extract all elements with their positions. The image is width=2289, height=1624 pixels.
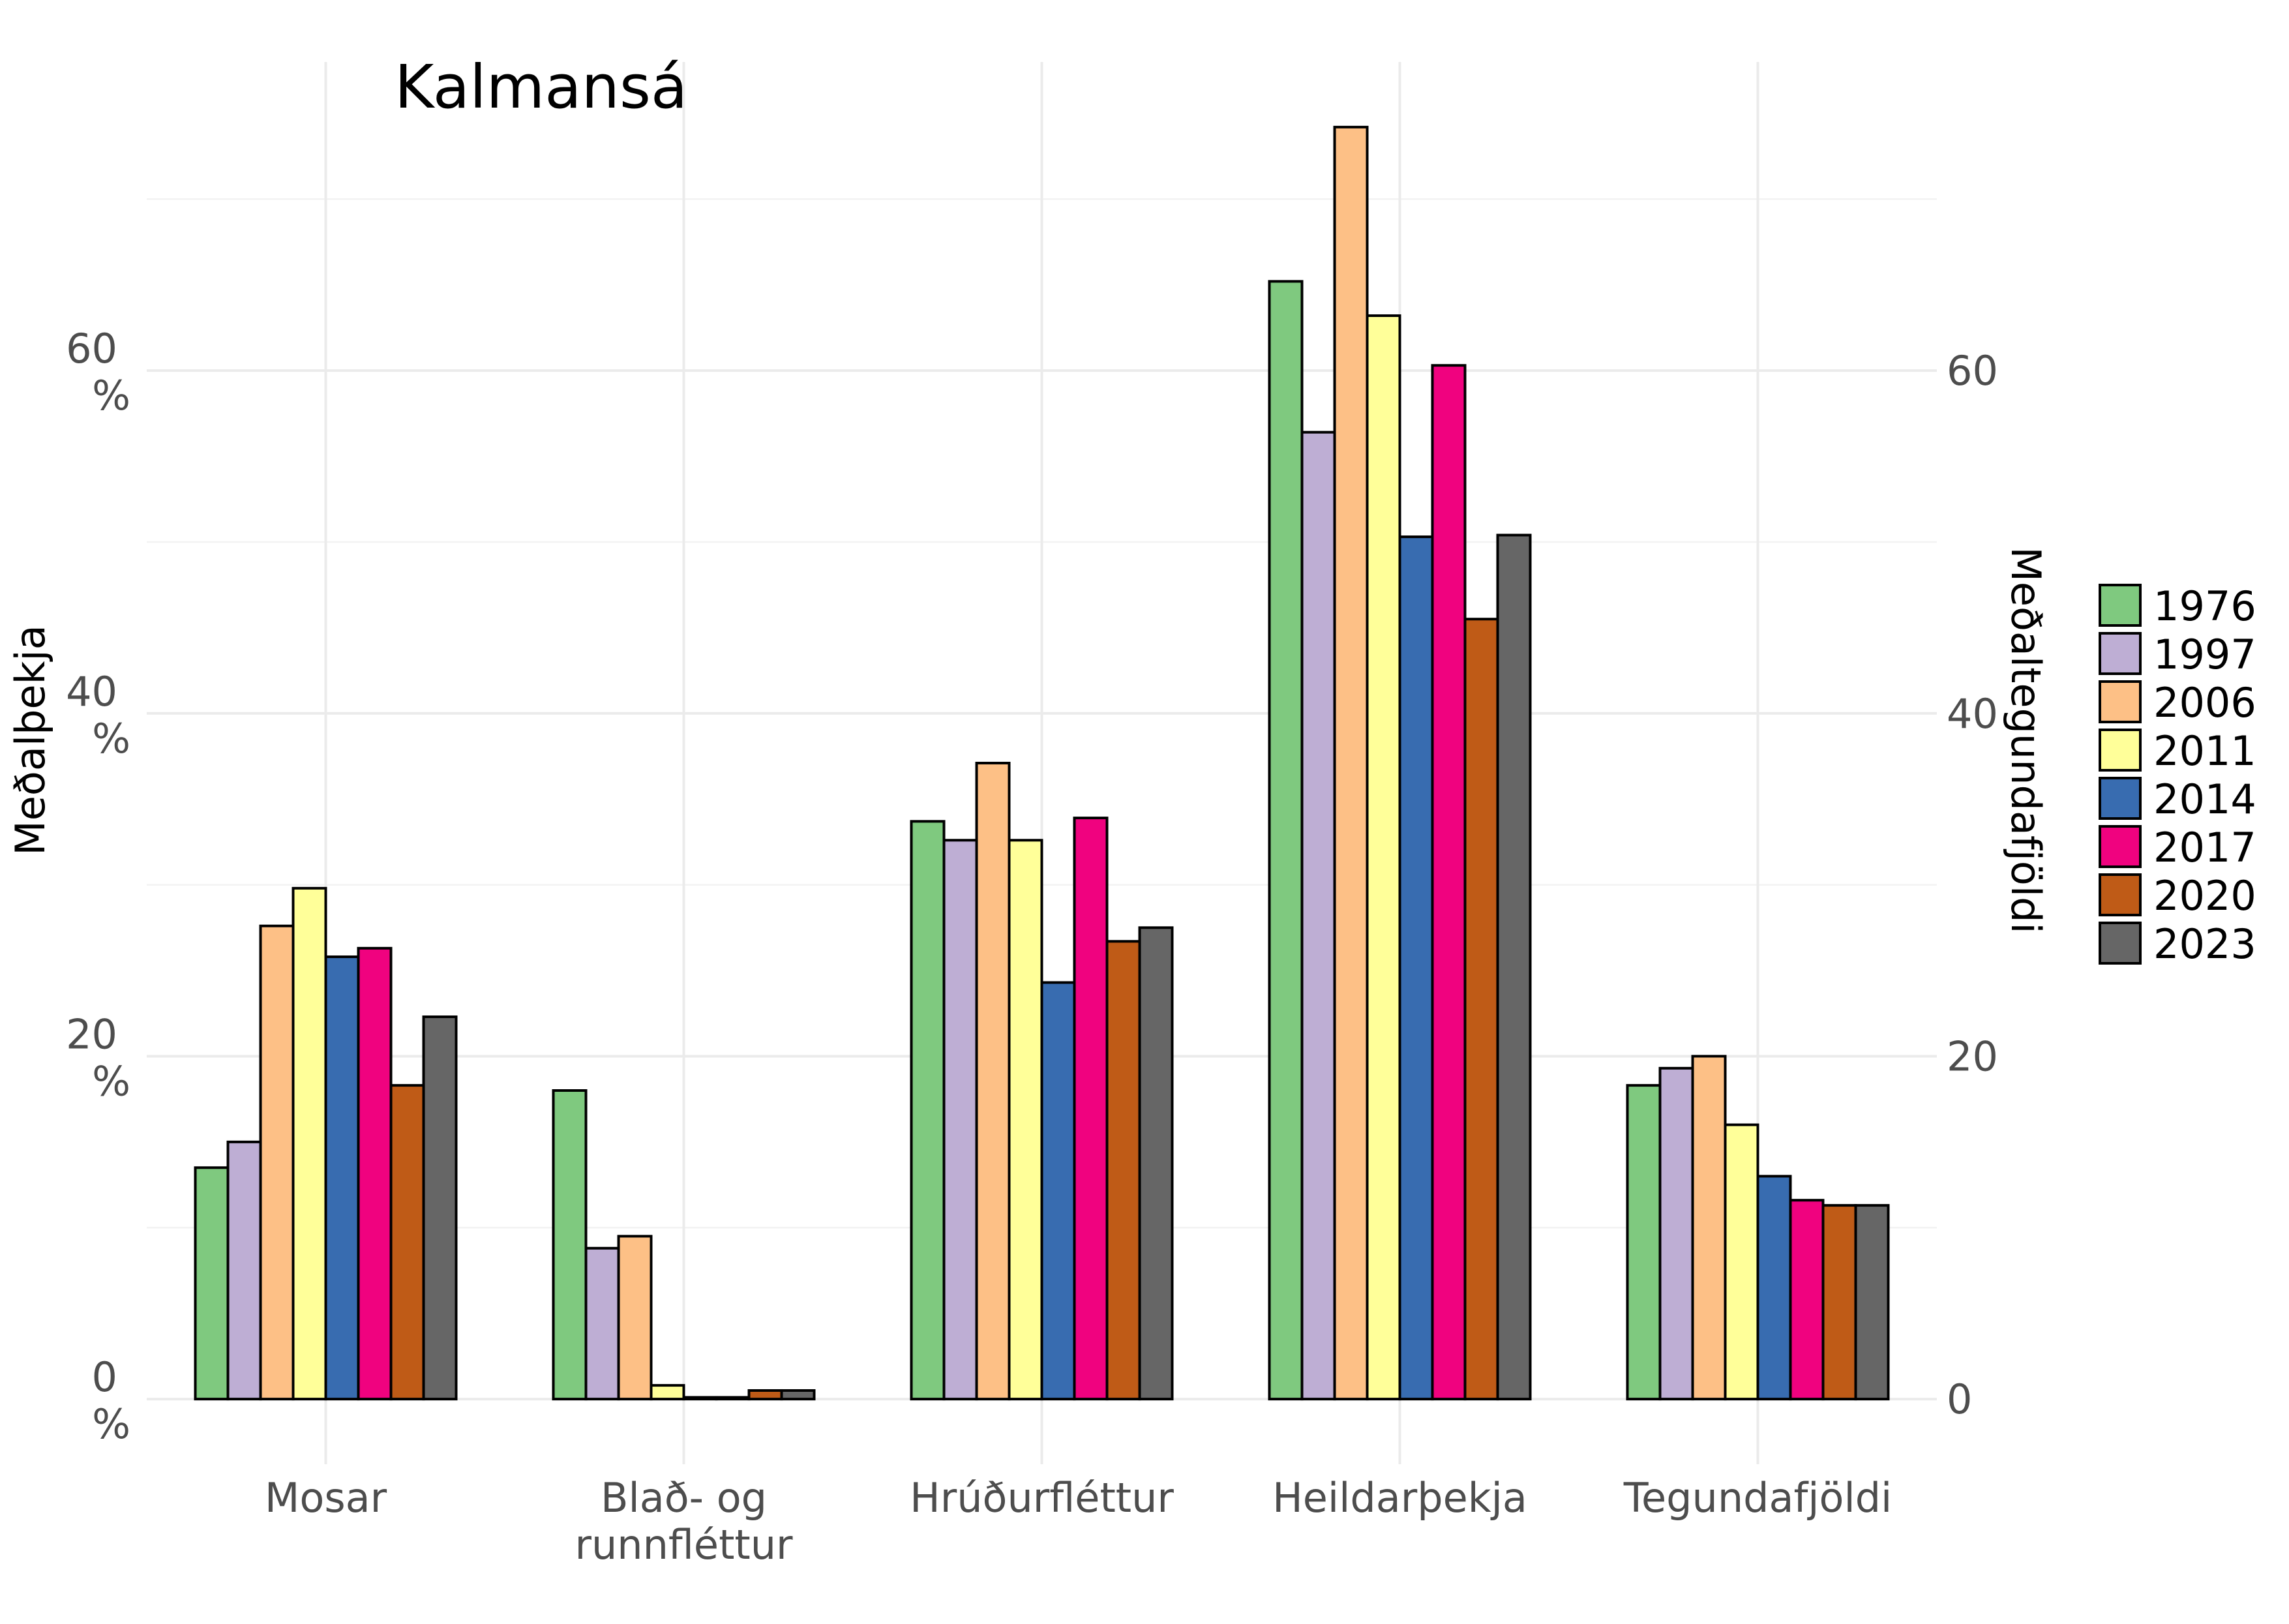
legend-key-2014	[2099, 777, 2142, 820]
bar-2020-1	[747, 1389, 783, 1401]
bar-1976-1	[552, 1089, 588, 1401]
legend-label-2014: 2014	[2153, 775, 2256, 823]
bar-1976-2	[910, 820, 946, 1401]
bar-2011-3	[1366, 314, 1401, 1401]
legend-label-1976: 1976	[2153, 582, 2256, 630]
legend-label-2023: 2023	[2153, 920, 2256, 968]
bar-2017-2	[1073, 817, 1109, 1401]
bar-2011-2	[1008, 839, 1043, 1401]
bar-1997-4	[1658, 1066, 1694, 1401]
bar-2017-1	[715, 1396, 751, 1401]
y-tick-label-left-unit: %	[92, 1400, 130, 1448]
bar-2023-3	[1496, 534, 1532, 1401]
bar-2017-3	[1431, 364, 1467, 1401]
y-tick-label-left: 0	[92, 1353, 117, 1401]
legend-key-2020	[2099, 873, 2142, 916]
y-axis-title-right: Meðaltegundafjöldi	[2002, 547, 2050, 933]
bar-2006-2	[975, 762, 1011, 1401]
bar-2020-3	[1463, 618, 1499, 1401]
bar-2023-4	[1854, 1204, 1890, 1401]
y-tick-label-left-unit: %	[92, 715, 130, 762]
bar-2017-0	[357, 946, 393, 1401]
bar-2020-0	[389, 1084, 425, 1401]
y-tick-label-left: 60	[66, 325, 117, 372]
legend-label-2017: 2017	[2153, 824, 2256, 871]
legend-label-2006: 2006	[2153, 679, 2256, 727]
bar-1997-2	[942, 839, 978, 1401]
bar-2006-1	[617, 1235, 653, 1401]
bar-1976-3	[1268, 280, 1304, 1401]
bar-2017-4	[1789, 1199, 1825, 1401]
bars	[194, 125, 1890, 1401]
bar-1976-4	[1626, 1084, 1662, 1401]
bar-2006-3	[1333, 125, 1369, 1401]
bar-1997-0	[226, 1140, 262, 1401]
legend-key-1997	[2099, 632, 2142, 675]
bar-2014-4	[1756, 1175, 1792, 1401]
legend-key-1976	[2099, 584, 2142, 627]
y-tick-label-left-unit: %	[92, 372, 130, 419]
bar-2011-0	[292, 886, 327, 1401]
bar-1997-3	[1300, 430, 1336, 1401]
bar-2014-3	[1398, 535, 1434, 1401]
y-tick-label-left-unit: %	[92, 1057, 130, 1105]
x-tick-label: runnfléttur	[575, 1521, 793, 1569]
legend-key-2011	[2099, 729, 2142, 772]
bar-2023-1	[780, 1389, 816, 1401]
x-tick-label: Mosar	[265, 1474, 387, 1522]
legend-key-2006	[2099, 680, 2142, 723]
bar-2011-1	[650, 1384, 685, 1401]
bar-2014-0	[324, 955, 360, 1401]
bar-2014-1	[682, 1396, 718, 1401]
x-tick-label: Heildarþekja	[1272, 1474, 1527, 1522]
x-tick-label: Hrúðurfléttur	[910, 1474, 1174, 1522]
bar-2020-2	[1105, 940, 1141, 1401]
bar-2011-4	[1724, 1123, 1759, 1401]
bar-2006-0	[259, 924, 295, 1401]
y-tick-label-right: 0	[1947, 1376, 1972, 1423]
bar-2020-4	[1821, 1204, 1857, 1401]
chart-title: Kalmansá	[395, 52, 687, 122]
legend-label-2011: 2011	[2153, 727, 2256, 775]
bar-2006-4	[1691, 1055, 1727, 1401]
legend-key-2023	[2099, 922, 2142, 965]
y-tick-label-right: 40	[1947, 690, 1998, 738]
x-tick-label: Tegundafjöldi	[1623, 1474, 1893, 1522]
y-tick-label-left: 20	[66, 1010, 117, 1058]
y-axis-title-left: Meðalþekja	[7, 625, 54, 855]
x-tick-label: Blað- og	[601, 1474, 767, 1522]
bar-2023-0	[422, 1015, 458, 1401]
bar-1997-1	[584, 1246, 620, 1401]
legend-label-1997: 1997	[2153, 631, 2256, 678]
y-tick-label-left: 40	[66, 668, 117, 715]
y-tick-label-right: 20	[1947, 1032, 1998, 1080]
y-tick-label-right: 60	[1947, 347, 1998, 395]
bar-2014-2	[1040, 981, 1076, 1401]
bar-1976-0	[194, 1166, 230, 1401]
legend-label-2020: 2020	[2153, 872, 2256, 920]
bar-2023-2	[1138, 926, 1174, 1401]
legend-key-2017	[2099, 825, 2142, 868]
